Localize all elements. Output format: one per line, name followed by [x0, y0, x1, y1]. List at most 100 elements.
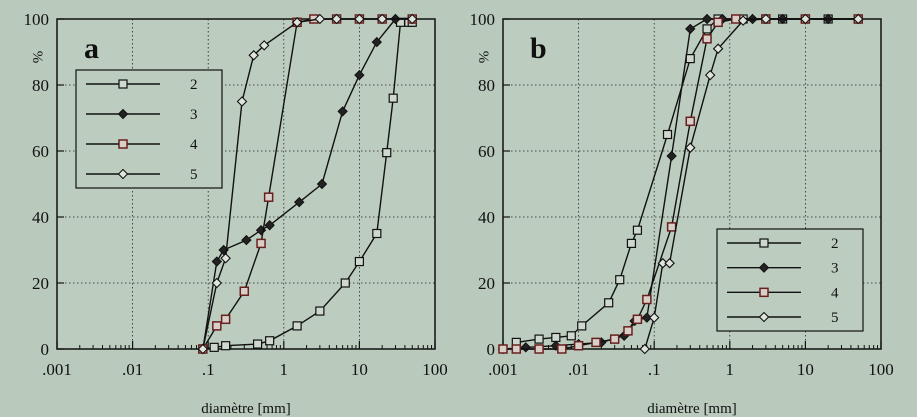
y-tick-label: 20	[478, 274, 495, 293]
legend-entry: 4	[727, 285, 839, 301]
legend-entry: 5	[727, 310, 839, 326]
y-tick-label: 80	[478, 76, 495, 95]
legend: 2 3 4 5	[716, 228, 864, 332]
x-axis-label: diamètre [mm]	[201, 401, 291, 417]
data-point	[220, 314, 231, 325]
x-tick-label: .01	[122, 360, 143, 379]
data-point	[615, 275, 625, 285]
data-point	[685, 53, 695, 64]
data-point	[248, 50, 259, 61]
data-point	[265, 336, 275, 346]
data-point	[211, 277, 223, 289]
data-point	[685, 116, 696, 127]
legend-label: 2	[190, 77, 198, 93]
series-5	[197, 13, 418, 355]
data-point	[702, 34, 712, 44]
data-point	[712, 43, 724, 54]
data-point	[236, 96, 248, 107]
data-point	[642, 294, 652, 305]
data-point	[315, 306, 325, 316]
data-point	[331, 13, 342, 25]
data-point	[252, 339, 263, 349]
legend-entry: 3	[727, 261, 839, 277]
legend-label: 5	[190, 167, 198, 183]
data-point	[626, 238, 637, 248]
data-point	[511, 344, 522, 354]
data-point	[337, 106, 348, 117]
legend-entry: 2	[727, 236, 839, 252]
x-tick-label: .001	[488, 360, 518, 379]
panel-label: b	[530, 32, 547, 65]
legend-marker	[759, 287, 769, 298]
data-point	[566, 331, 576, 341]
data-point	[340, 278, 350, 288]
legend-marker	[759, 238, 769, 248]
legend-label: 5	[831, 310, 839, 326]
data-point	[314, 13, 326, 25]
data-point	[684, 142, 696, 153]
data-point	[701, 13, 713, 25]
data-point	[292, 321, 302, 331]
data-point	[609, 334, 620, 344]
data-point	[211, 256, 223, 267]
data-point	[534, 344, 544, 354]
data-point	[685, 23, 696, 35]
x-tick-label: 10	[351, 360, 368, 379]
data-point	[800, 13, 811, 25]
x-tick-label: 100	[868, 360, 894, 379]
data-point	[573, 340, 584, 351]
y-tick-label: 40	[478, 208, 495, 227]
data-point	[557, 344, 567, 354]
legend-marker	[117, 168, 129, 180]
chart-panel-a: .001 .01 .1 1 10 100 0 20 40 60 80 100 diamètre [mm]…	[24, 10, 448, 417]
data-point	[221, 341, 231, 351]
data-point	[316, 178, 328, 190]
legend-entry: 5	[86, 167, 198, 183]
x-tick-label: .1	[648, 360, 661, 379]
panel-label: a	[84, 32, 99, 65]
data-point	[604, 298, 614, 308]
legend-marker	[118, 79, 128, 89]
x-axis-label: diamètre [mm]	[647, 401, 737, 417]
data-point	[498, 344, 508, 354]
y-tick-label: 0	[487, 340, 496, 359]
data-point	[263, 192, 274, 202]
data-point	[713, 17, 723, 28]
data-point	[702, 24, 712, 34]
series-5	[639, 13, 864, 355]
x-tick-label: 10	[797, 360, 814, 379]
y-axis-label: %	[475, 51, 491, 64]
legend: 2 3 4 5	[75, 69, 223, 189]
data-point	[639, 343, 651, 355]
data-point	[623, 326, 633, 336]
data-point	[291, 17, 303, 28]
data-point	[852, 13, 864, 25]
data-point	[212, 321, 222, 331]
legend-label: 3	[831, 261, 839, 277]
legend-label: 3	[190, 107, 198, 123]
data-point	[632, 225, 643, 235]
data-point	[731, 14, 741, 24]
y-tick-label: 100	[470, 10, 496, 29]
data-point	[197, 343, 209, 355]
data-point	[641, 312, 653, 323]
data-point	[241, 234, 252, 246]
data-point	[220, 252, 231, 264]
data-point	[648, 312, 660, 323]
data-point	[239, 286, 250, 296]
data-point	[264, 220, 275, 231]
legend-marker	[758, 262, 770, 273]
data-point	[737, 15, 749, 26]
x-tick-label: 1	[280, 360, 289, 379]
data-point	[376, 13, 388, 25]
data-point	[371, 36, 383, 48]
x-tick-label: .01	[568, 360, 589, 379]
legend-entry: 2	[86, 77, 198, 93]
x-tick-label: .001	[42, 360, 72, 379]
y-axis-label: %	[29, 51, 45, 64]
legend-label: 2	[831, 236, 839, 252]
data-point	[666, 150, 677, 162]
y-tick-label: 20	[32, 274, 49, 293]
legend-box	[716, 228, 864, 332]
